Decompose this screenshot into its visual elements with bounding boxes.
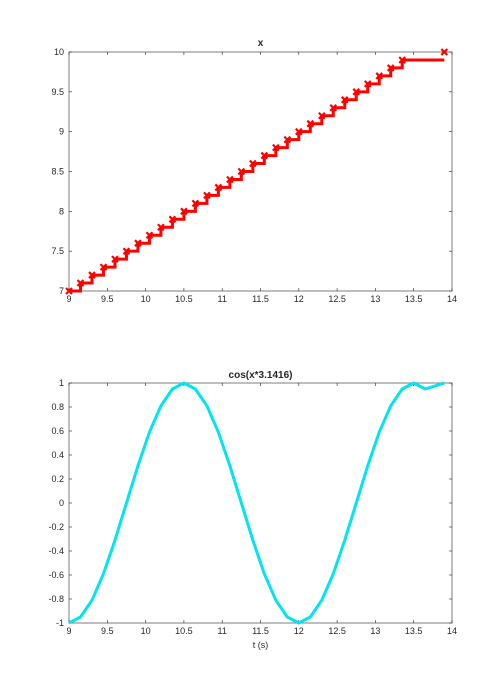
top-data-point-marker xyxy=(168,215,177,224)
bottom-plot-area xyxy=(68,382,453,624)
top-data-point-marker xyxy=(283,135,292,144)
top-x-tick-label: 11 xyxy=(218,294,227,304)
top-y-tick-label: 9.5 xyxy=(51,87,64,97)
top-data-point-marker xyxy=(111,255,119,263)
bottom-y-tick-label: 0.6 xyxy=(51,426,64,436)
top-y-tick-label: 10 xyxy=(54,47,64,57)
bottom-series xyxy=(68,381,445,625)
top-data-point-marker xyxy=(398,56,406,64)
top-data-point-marker xyxy=(329,103,338,112)
bottom-x-tick-label: 9.5 xyxy=(101,626,114,636)
bottom-x-tick-label: 14 xyxy=(447,626,457,636)
top-data-point-marker xyxy=(306,119,315,128)
bottom-y-tick-label: -1 xyxy=(56,618,64,628)
top-data-point-marker xyxy=(191,199,200,208)
top-data-point-marker xyxy=(157,223,165,232)
top-title: x xyxy=(258,38,264,49)
bottom-x-tick-label: 11 xyxy=(218,626,227,636)
bottom-x-label: t (s) xyxy=(253,640,269,650)
bottom-series-line xyxy=(68,381,445,625)
top-data-point-marker xyxy=(76,279,85,287)
bottom-y-tick-label: 0 xyxy=(59,498,64,508)
top-x-tick-label: 12.5 xyxy=(328,294,346,304)
top-axes: x 9 9.5 10 10.5 11 11.5 12 12.5 13 13.5 14 7 7.5 8 8.… xyxy=(51,38,457,304)
bottom-x-tick-label: 9 xyxy=(66,626,71,636)
top-y-tick-label: 8 xyxy=(59,206,64,216)
bottom-y-tick-label: 0.2 xyxy=(51,474,64,484)
top-x-tick-label: 9.5 xyxy=(101,294,114,304)
top-series xyxy=(65,48,449,295)
top-data-point-marker xyxy=(340,96,349,104)
top-y-tick-label: 7.5 xyxy=(51,246,64,256)
top-data-point-marker xyxy=(99,263,108,271)
top-data-point-marker xyxy=(88,271,96,279)
bottom-x-tick-label: 12.5 xyxy=(328,626,346,636)
bottom-y-tick-label: -0.2 xyxy=(48,522,64,532)
bottom-x-ticks: 9 9.5 10 10.5 11 11.5 12 12.5 13 13.5 14 xyxy=(66,383,457,636)
top-data-point-marker xyxy=(226,175,234,184)
bottom-x-tick-label: 10 xyxy=(141,626,151,636)
top-data-point-marker xyxy=(122,247,131,255)
top-x-tick-label: 13 xyxy=(370,294,380,304)
top-data-point-marker xyxy=(260,151,269,160)
top-data-point-marker xyxy=(363,80,372,88)
bottom-x-tick-label: 13.5 xyxy=(405,626,423,636)
top-data-point-marker xyxy=(180,207,188,216)
bottom-x-tick-label: 12 xyxy=(294,626,304,636)
top-y-tick-label: 7 xyxy=(59,286,64,296)
top-data-point-marker xyxy=(145,231,154,240)
top-x-ticks: 9 9.5 10 10.5 11 11.5 12 12.5 13 13.5 14 xyxy=(66,52,457,304)
bottom-y-ticks: -1 -0.8 -0.6 -0.4 -0.2 0 0.2 0.4 0.6 0.8 1 xyxy=(48,378,452,628)
top-x-tick-label: 10 xyxy=(141,294,151,304)
top-x-tick-label: 10.5 xyxy=(175,294,193,304)
top-x-tick-label: 9 xyxy=(66,294,71,304)
top-data-point-marker xyxy=(440,48,449,56)
bottom-title: cos(x*3.1416) xyxy=(229,370,293,381)
bottom-y-tick-label: 0.4 xyxy=(51,450,64,460)
top-x-tick-label: 11.5 xyxy=(252,294,269,304)
bottom-y-tick-label: -0.8 xyxy=(48,594,64,604)
top-data-point-marker xyxy=(295,127,303,136)
top-x-tick-label: 12 xyxy=(294,294,304,304)
top-data-point-marker xyxy=(386,64,395,72)
top-data-point-marker xyxy=(65,287,73,295)
bottom-x-tick-label: 11.5 xyxy=(252,626,269,636)
top-data-point-marker xyxy=(237,167,246,176)
top-y-tick-label: 9 xyxy=(59,127,64,137)
top-data-point-marker xyxy=(203,191,211,200)
bottom-y-tick-label: -0.6 xyxy=(48,570,64,580)
bottom-y-tick-label: 0.8 xyxy=(51,402,64,412)
bottom-x-tick-label: 10.5 xyxy=(175,626,193,636)
top-x-tick-label: 14 xyxy=(447,294,457,304)
top-y-ticks: 7 7.5 8 8.5 9 9.5 10 xyxy=(51,47,452,296)
bottom-y-tick-label: 1 xyxy=(59,378,64,388)
top-data-point-marker xyxy=(214,183,223,192)
top-data-point-marker xyxy=(272,143,280,152)
top-y-tick-label: 8.5 xyxy=(51,167,64,177)
bottom-y-tick-label: -0.4 xyxy=(48,546,64,556)
bottom-axes: cos(x*3.1416) t (s) 9 9.5 10 10.5 11 11.5 12 12… xyxy=(48,370,457,650)
top-data-point-marker xyxy=(249,159,257,168)
top-data-point-marker xyxy=(352,88,361,96)
top-x-tick-label: 13.5 xyxy=(405,294,423,304)
top-data-point-marker xyxy=(318,111,326,120)
bottom-x-tick-label: 13 xyxy=(370,626,380,636)
top-data-point-marker xyxy=(375,72,384,80)
top-data-point-marker xyxy=(134,239,142,247)
